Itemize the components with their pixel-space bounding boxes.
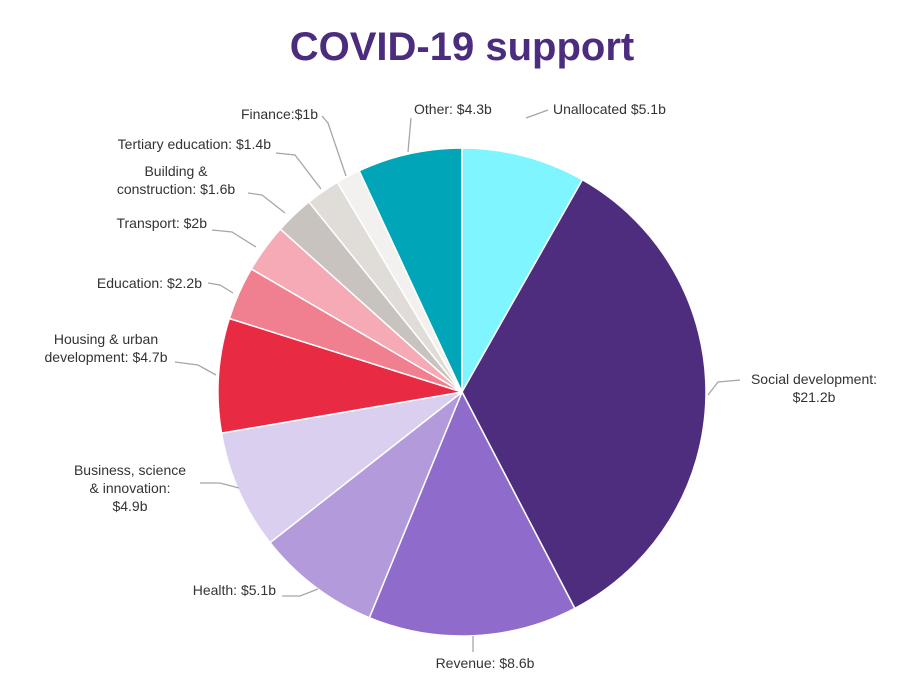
leader-unallocated [525, 109, 549, 119]
leader-lines [174, 109, 741, 652]
label-line: $21.2b [793, 389, 836, 405]
label-line: Other: $4.3b [414, 101, 492, 117]
label-education: Education: $2.2b [97, 275, 202, 291]
slice-social-development [461, 178, 707, 610]
leader-tertiary-education [275, 152, 322, 190]
label-line: Housing & urban [54, 331, 158, 347]
label-line: & innovation: [90, 480, 171, 496]
label-line: development: $4.7b [45, 349, 168, 365]
slice-business-science-and-innovation [220, 391, 463, 544]
label-housing-and-urban-development: Housing & urban development: $4.7b [45, 331, 168, 365]
slice-health [268, 389, 464, 619]
pie-slices [217, 147, 707, 637]
leader-housing-and-urban-development [174, 361, 217, 376]
label-line: Education: $2.2b [97, 275, 202, 291]
leader-transport [211, 229, 257, 248]
label-revenue: Revenue: $8.6b [436, 655, 535, 671]
label-social-development: Social development: $21.2b [751, 371, 877, 405]
label-line: Transport: $2b [116, 215, 207, 231]
leader-education [207, 282, 234, 294]
slice-labels: Unallocated $5.1b Social development: $21.… [45, 101, 878, 671]
label-line: construction: $1.6b [117, 181, 236, 197]
slice-other [358, 147, 463, 393]
slice-housing-and-urban-development [217, 317, 463, 435]
label-line: Unallocated $5.1b [553, 101, 666, 117]
label-line: Finance:$1b [241, 106, 318, 122]
leader-other [407, 117, 412, 153]
label-line: Tertiary education: $1.4b [118, 136, 272, 152]
label-building-and-construction: Building & construction: $1.6b [117, 163, 236, 197]
label-line: Health: $5.1b [193, 582, 276, 598]
label-line: Revenue: $8.6b [436, 655, 535, 671]
label-tertiary-education: Tertiary education: $1.4b [118, 136, 272, 152]
label-health: Health: $5.1b [193, 582, 276, 598]
label-line: Business, science [74, 462, 186, 478]
label-line: Building & [144, 163, 208, 179]
label-finance: Finance:$1b [241, 106, 318, 122]
leader-finance [321, 115, 347, 177]
chart-title: COVID-19 support [290, 25, 634, 69]
leader-health [282, 588, 319, 597]
leader-social-development [707, 379, 741, 396]
label-other: Other: $4.3b [414, 101, 492, 117]
label-unallocated: Unallocated $5.1b [553, 101, 666, 117]
label-business-science-and-innovation: Business, science & innovation: $4.9b [74, 462, 186, 514]
label-line: Social development: [751, 371, 877, 387]
slice-revenue [368, 390, 576, 637]
label-line: $4.9b [112, 498, 147, 514]
leader-business-science-and-innovation [200, 482, 240, 489]
slice-unallocated [461, 147, 584, 395]
leader-building-and-construction [247, 192, 286, 214]
label-transport: Transport: $2b [116, 215, 207, 231]
